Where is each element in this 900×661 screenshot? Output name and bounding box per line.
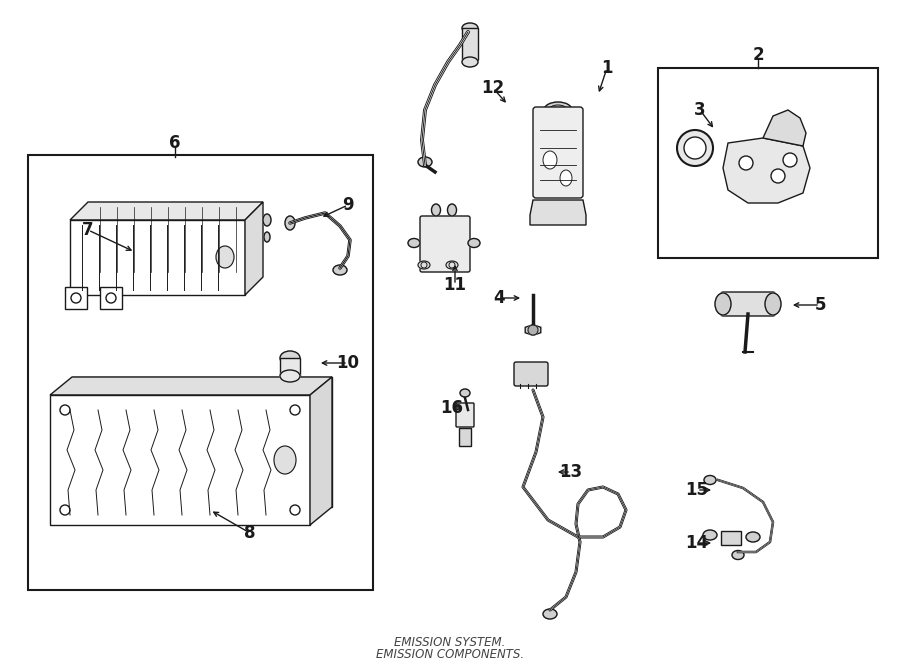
Ellipse shape: [544, 102, 572, 118]
Bar: [658, 68, 878, 258]
Ellipse shape: [543, 151, 557, 169]
Ellipse shape: [418, 261, 430, 269]
Polygon shape: [70, 202, 263, 220]
Bar: [280, 358, 300, 376]
Ellipse shape: [684, 137, 706, 159]
Circle shape: [783, 153, 797, 167]
Text: 1: 1: [601, 59, 613, 77]
Text: 4: 4: [493, 289, 505, 307]
Ellipse shape: [446, 261, 458, 269]
Ellipse shape: [468, 239, 480, 247]
FancyBboxPatch shape: [721, 292, 775, 316]
Ellipse shape: [216, 246, 234, 268]
Polygon shape: [65, 287, 87, 309]
Polygon shape: [50, 395, 310, 525]
Polygon shape: [245, 202, 263, 295]
Text: 14: 14: [686, 534, 708, 552]
Polygon shape: [50, 377, 332, 395]
FancyBboxPatch shape: [514, 362, 548, 386]
Polygon shape: [530, 200, 586, 225]
Ellipse shape: [263, 214, 271, 226]
Polygon shape: [88, 384, 263, 459]
Circle shape: [739, 156, 753, 170]
Text: 8: 8: [244, 524, 256, 542]
Text: 5: 5: [814, 296, 826, 314]
Ellipse shape: [418, 157, 432, 167]
Ellipse shape: [732, 551, 744, 559]
Polygon shape: [310, 377, 332, 525]
Ellipse shape: [765, 293, 781, 315]
Text: 10: 10: [337, 354, 359, 372]
Ellipse shape: [703, 530, 717, 540]
Polygon shape: [723, 138, 810, 203]
Ellipse shape: [677, 130, 713, 166]
Bar: [462, 28, 478, 60]
Text: 9: 9: [342, 196, 354, 214]
Ellipse shape: [431, 204, 440, 216]
Bar: [721, 531, 741, 545]
Ellipse shape: [264, 232, 270, 242]
Ellipse shape: [333, 265, 347, 275]
Polygon shape: [526, 325, 541, 335]
Ellipse shape: [460, 389, 470, 397]
Ellipse shape: [274, 446, 296, 474]
Bar: [459, 428, 471, 446]
FancyBboxPatch shape: [456, 403, 474, 427]
Circle shape: [528, 325, 538, 335]
Ellipse shape: [560, 170, 572, 186]
Text: 11: 11: [444, 276, 466, 294]
Ellipse shape: [462, 57, 478, 67]
Polygon shape: [72, 377, 332, 507]
Text: 6: 6: [169, 134, 181, 152]
Ellipse shape: [549, 105, 567, 115]
Bar: [28, 155, 373, 590]
Ellipse shape: [280, 351, 300, 365]
FancyBboxPatch shape: [420, 216, 470, 272]
Ellipse shape: [462, 23, 478, 33]
Ellipse shape: [285, 216, 295, 230]
Text: EMISSION SYSTEM.: EMISSION SYSTEM.: [394, 637, 506, 650]
Circle shape: [771, 169, 785, 183]
Polygon shape: [763, 110, 806, 146]
Ellipse shape: [704, 475, 716, 485]
Text: 16: 16: [440, 399, 464, 417]
Text: 3: 3: [694, 101, 706, 119]
Polygon shape: [100, 287, 122, 309]
Ellipse shape: [447, 204, 456, 216]
Text: 12: 12: [482, 79, 505, 97]
Ellipse shape: [715, 293, 731, 315]
Ellipse shape: [543, 609, 557, 619]
Ellipse shape: [746, 532, 760, 542]
FancyBboxPatch shape: [533, 107, 583, 198]
Text: 7: 7: [82, 221, 94, 239]
Text: 13: 13: [560, 463, 582, 481]
Text: EMISSION COMPONENTS.: EMISSION COMPONENTS.: [376, 648, 524, 661]
Polygon shape: [70, 220, 245, 295]
Text: 15: 15: [686, 481, 708, 499]
Ellipse shape: [408, 239, 420, 247]
Text: 2: 2: [752, 46, 764, 64]
Ellipse shape: [280, 370, 300, 382]
